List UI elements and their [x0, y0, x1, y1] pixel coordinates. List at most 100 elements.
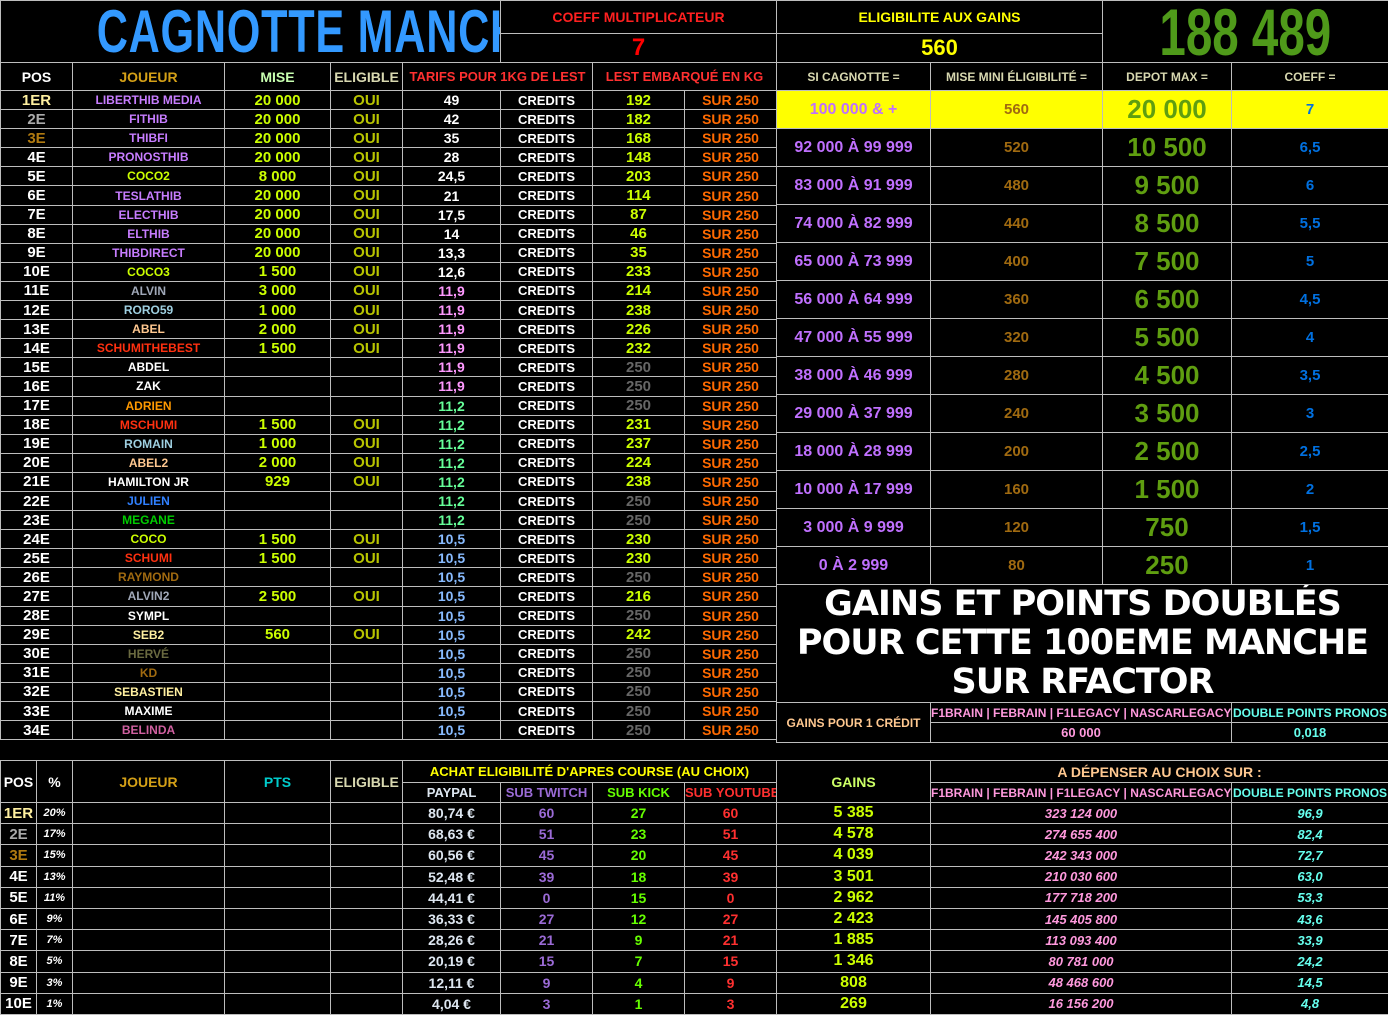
sub-youtube: 21 [685, 930, 777, 951]
tarif: 12,6 [403, 262, 501, 281]
cagnotte-range: 74 000 À 82 999 [777, 205, 931, 243]
lest-max: SUR 250 [685, 625, 777, 644]
lest: 250 [593, 396, 685, 415]
mise [225, 606, 331, 625]
lest: 250 [593, 568, 685, 587]
percentage: 20% [37, 803, 73, 824]
cagnotte-range: 92 000 À 99 999 [777, 129, 931, 167]
eligible [331, 702, 403, 721]
mise: 20 000 [225, 129, 331, 148]
position: 16E [1, 377, 73, 396]
eligible: OUI [331, 243, 403, 262]
lest-max: SUR 250 [685, 682, 777, 701]
lest-max: SUR 250 [685, 434, 777, 453]
sub-kick: 12 [593, 908, 685, 929]
credits-unit: CREDITS [501, 606, 593, 625]
tarif: 14 [403, 224, 501, 243]
cagnotte-range: 47 000 À 55 999 [777, 319, 931, 357]
eligible [331, 866, 403, 887]
player-name [73, 930, 225, 951]
mise-mini: 560 [931, 91, 1103, 129]
coeff: 6,5 [1232, 129, 1388, 167]
cagnotte-range: 18 000 À 28 999 [777, 433, 931, 471]
paypal: 52,48 € [403, 866, 501, 887]
cagnotte-range: 29 000 À 37 999 [777, 395, 931, 433]
position: 33E [1, 702, 73, 721]
credits-unit: CREDITS [501, 320, 593, 339]
credits-unit: CREDITS [501, 224, 593, 243]
cagnotte-range: 0 À 2 999 [777, 547, 931, 585]
eligible [331, 682, 403, 701]
player-name: SEB2 [73, 625, 225, 644]
coeff: 3 [1232, 395, 1388, 433]
position: 13E [1, 320, 73, 339]
mise: 1 000 [225, 301, 331, 320]
lest-max: SUR 250 [685, 530, 777, 549]
lest-max: SUR 250 [685, 377, 777, 396]
lest: 168 [593, 129, 685, 148]
position: 1ER [1, 91, 73, 110]
sub-kick: 7 [593, 951, 685, 972]
tarif: 10,5 [403, 682, 501, 701]
lest: 226 [593, 320, 685, 339]
lest-max: SUR 250 [685, 320, 777, 339]
lest: 182 [593, 110, 685, 129]
lest: 232 [593, 339, 685, 358]
depot-max: 4 500 [1103, 357, 1232, 395]
mise: 1 500 [225, 530, 331, 549]
games-credits: 48 468 600 [931, 972, 1232, 993]
position: 20E [1, 453, 73, 472]
player-name: FITHIB [73, 110, 225, 129]
games-credits: 323 124 000 [931, 803, 1232, 824]
points [225, 803, 331, 824]
eligible [331, 908, 403, 929]
eligible [331, 644, 403, 663]
player-name: ELECTHIB [73, 205, 225, 224]
eligible: OUI [331, 148, 403, 167]
tarif: 11,9 [403, 339, 501, 358]
player-name: TESLATHIB [73, 186, 225, 205]
scale-table: SI CAGNOTTE = MISE MINI ÉLIGIBILITÉ = DE… [776, 62, 1388, 585]
mise [225, 491, 331, 510]
eligible [331, 663, 403, 682]
player-name: LIBERTHIB MEDIA [73, 91, 225, 110]
lest: 250 [593, 511, 685, 530]
position: 11E [1, 281, 73, 300]
eligible [331, 972, 403, 993]
header-eligible: ELIGIBLE [331, 63, 403, 91]
games-credits: 145 405 800 [931, 908, 1232, 929]
lest: 250 [593, 606, 685, 625]
mise [225, 396, 331, 415]
points [225, 824, 331, 845]
header-si-cagnotte: SI CAGNOTTE = [777, 63, 931, 91]
position: 28E [1, 606, 73, 625]
mise [225, 511, 331, 530]
credits-unit: CREDITS [501, 358, 593, 377]
header-achat: ACHAT ELIGIBILITÉ D'APRES COURSE (AU CHO… [403, 761, 777, 783]
lest-max: SUR 250 [685, 129, 777, 148]
coeff: 7 [1232, 91, 1388, 129]
player-name: ABEL2 [73, 453, 225, 472]
sub-twitch: 0 [501, 887, 593, 908]
player-name: BELINDA [73, 721, 225, 740]
paypal: 28,26 € [403, 930, 501, 951]
pronos-points: 33,9 [1232, 930, 1388, 951]
tarif: 11,9 [403, 281, 501, 300]
games-credits: 113 093 400 [931, 930, 1232, 951]
lest: 230 [593, 530, 685, 549]
mise-mini: 480 [931, 167, 1103, 205]
position: 17E [1, 396, 73, 415]
position: 22E [1, 491, 73, 510]
credits-unit: CREDITS [501, 530, 593, 549]
gains: 4 039 [777, 845, 931, 866]
